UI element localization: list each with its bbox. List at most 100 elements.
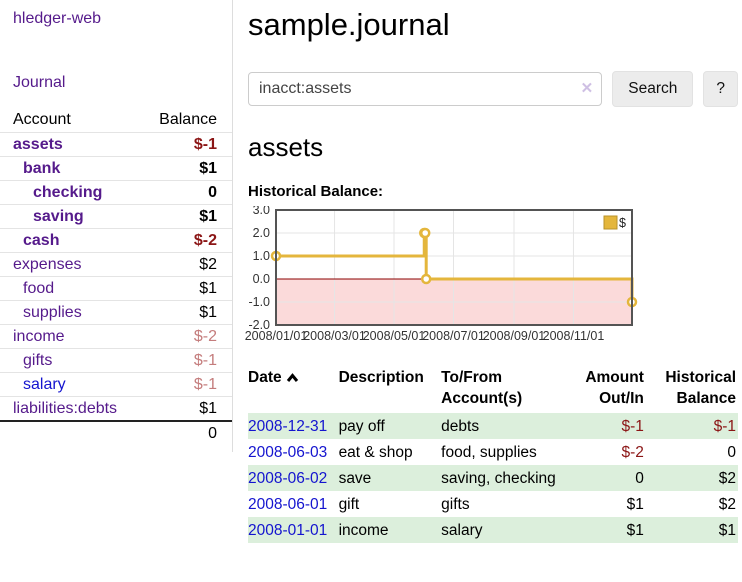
transaction-date-link[interactable]: 2008-06-02 [248, 469, 328, 487]
svg-text:2008/05/01: 2008/05/01 [363, 329, 426, 343]
account-row: salary $-1 [0, 372, 232, 397]
register-col-date[interactable]: Date [248, 365, 339, 413]
clear-search-icon[interactable]: ✕ [580, 80, 594, 97]
accounts-total-value: 0 [143, 420, 232, 445]
transaction-balance: $1 [718, 521, 736, 539]
historical-balance-chart: $3.0 2.0 1.0 0.0 -1.0 -2.02008/01/012008/03/0… [245, 203, 638, 343]
transaction-accounts: gifts [441, 495, 470, 513]
transaction-date-link[interactable]: 2008-01-01 [248, 521, 328, 539]
chart-label: Historical Balance: [248, 183, 384, 200]
search-box: ✕ [248, 72, 603, 106]
register-table: Date Description To/From Account(s) Amou… [248, 365, 738, 543]
transaction-accounts: saving, checking [441, 469, 556, 487]
account-link-cash[interactable]: cash [23, 231, 60, 249]
help-button[interactable]: ? [703, 71, 738, 107]
sidebar-item-journal[interactable]: Journal [13, 74, 66, 91]
svg-text:2008/11/01: 2008/11/01 [543, 329, 605, 343]
transaction-amount: $1 [626, 495, 644, 513]
account-link-checking[interactable]: checking [33, 183, 103, 201]
account-row: checking 0 [0, 180, 232, 205]
account-row: income $-2 [0, 324, 232, 349]
register-col-description: Description [338, 369, 424, 386]
sidebar: hledger-web Journal Account Balance asse… [0, 0, 233, 452]
transaction-amount: $1 [626, 521, 644, 539]
account-heading: assets [248, 132, 324, 162]
transaction-description: gift [338, 495, 360, 513]
account-balance: $-2 [143, 324, 232, 349]
svg-text:2008/09/01: 2008/09/01 [483, 329, 546, 343]
transaction-accounts: debts [441, 417, 480, 435]
account-row: expenses $2 [0, 252, 232, 277]
account-row: assets $-1 [0, 132, 232, 157]
account-link-saving[interactable]: saving [33, 207, 84, 225]
account-balance: $1 [143, 300, 232, 325]
transaction-description: eat & shop [338, 443, 413, 461]
transaction-accounts: salary [441, 521, 483, 539]
main-content: sample.journal ✕ Search ? assets Histori… [233, 0, 742, 543]
accounts-table: Account Balance assets $-1 bank $1 check… [0, 108, 232, 445]
svg-text:3.0: 3.0 [253, 206, 270, 217]
transaction-balance: $2 [718, 495, 736, 513]
svg-text:-2.0: -2.0 [248, 318, 270, 332]
account-link-gifts[interactable]: gifts [23, 351, 53, 369]
register-row: 2008-06-02 save saving, checking 0 $2 [248, 465, 738, 491]
accounts-col-account: Account [13, 111, 71, 128]
search-form: ✕ Search ? [248, 71, 738, 107]
account-link-expenses[interactable]: expenses [13, 255, 82, 273]
account-link-supplies[interactable]: supplies [23, 303, 82, 321]
sort-ascending-icon [286, 373, 298, 382]
register-col-accounts: To/From Account(s) [441, 369, 523, 407]
transaction-description: pay off [338, 417, 385, 435]
register-row: 2008-01-01 income salary $1 $1 [248, 517, 738, 543]
transaction-balance: $2 [718, 469, 736, 487]
transaction-amount: $-1 [621, 417, 644, 435]
svg-text:1.0: 1.0 [253, 249, 270, 263]
account-balance: $1 [143, 396, 232, 421]
account-row: gifts $-1 [0, 348, 232, 373]
svg-text:2008/07/01: 2008/07/01 [422, 329, 485, 343]
account-link-bank[interactable]: bank [23, 159, 61, 177]
transaction-accounts: food, supplies [441, 443, 537, 461]
svg-text:$: $ [619, 216, 626, 230]
transaction-date-link[interactable]: 2008-12-31 [248, 417, 328, 435]
transaction-description: income [338, 521, 389, 539]
register-header-row: Date Description To/From Account(s) Amou… [248, 365, 738, 413]
transaction-amount: 0 [635, 469, 644, 487]
search-button[interactable]: Search [612, 71, 694, 107]
account-row: food $1 [0, 276, 232, 301]
accounts-header-row: Account Balance [0, 108, 232, 133]
register-col-balance: Historical Balance [665, 369, 736, 407]
account-balance: $1 [143, 204, 232, 229]
register-row: 2008-06-03 eat & shop food, supplies $-2… [248, 439, 738, 465]
account-balance: $-1 [143, 132, 232, 157]
transaction-balance: 0 [727, 443, 736, 461]
account-link-assets[interactable]: assets [13, 135, 63, 153]
svg-text:2.0: 2.0 [253, 226, 270, 240]
transaction-balance: $-1 [713, 417, 736, 435]
account-link-food[interactable]: food [23, 279, 55, 297]
account-row: liabilities:debts $1 [0, 396, 232, 421]
account-row: cash $-2 [0, 228, 232, 253]
register-col-amount: Amount Out/In [585, 369, 644, 407]
app-title-link[interactable]: hledger-web [13, 10, 102, 27]
account-balance: $2 [143, 252, 232, 277]
svg-text:0.0: 0.0 [253, 272, 270, 286]
svg-text:2008/01/01: 2008/01/01 [245, 329, 308, 343]
account-link-income[interactable]: income [13, 327, 65, 345]
account-link-liabilities-debts[interactable]: liabilities:debts [13, 399, 118, 417]
register-row: 2008-12-31 pay off debts $-1 $-1 [248, 413, 738, 439]
chart-container: $3.0 2.0 1.0 0.0 -1.0 -2.0 2008/01/01 2008/03/0… [244, 203, 738, 351]
account-row: saving $1 [0, 204, 232, 229]
transaction-date-link[interactable]: 2008-06-01 [248, 495, 328, 513]
page-title: sample.journal [248, 7, 450, 42]
transaction-amount: $-2 [621, 443, 644, 461]
account-balance: 0 [143, 180, 232, 205]
svg-text:2008/03/01: 2008/03/01 [303, 329, 366, 343]
account-link-salary[interactable]: salary [23, 375, 66, 393]
account-row: bank $1 [0, 156, 232, 181]
accounts-col-balance: Balance [159, 111, 217, 128]
search-input[interactable] [248, 72, 603, 106]
accounts-total-row: 0 [0, 420, 232, 445]
transaction-date-link[interactable]: 2008-06-03 [248, 443, 328, 461]
account-balance: $-2 [143, 228, 232, 253]
